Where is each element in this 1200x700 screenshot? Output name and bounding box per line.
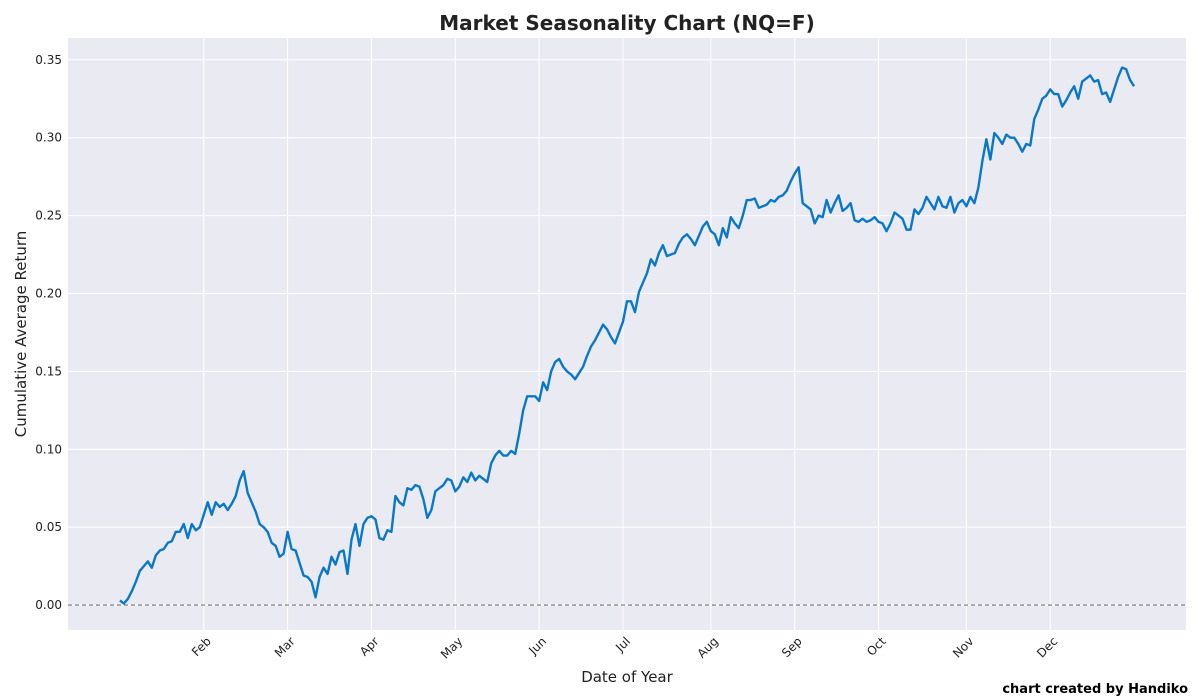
x-axis-label: Date of Year xyxy=(581,668,673,686)
x-tick-label: Jul xyxy=(612,634,633,655)
credit: chart created by Handiko xyxy=(1002,682,1188,697)
data-line xyxy=(119,66,1136,605)
x-tick-label: Sep xyxy=(779,634,805,660)
x-tick-label: May xyxy=(438,634,465,661)
y-tick-label: 0.00 xyxy=(35,598,62,612)
x-tick-label: Feb xyxy=(189,634,214,659)
x-tick-label: Oct xyxy=(864,634,889,659)
x-tick-label: Aug xyxy=(694,634,720,660)
x-tick-label: Nov xyxy=(950,634,976,660)
y-axis-label: Cumulative Average Return xyxy=(12,231,30,438)
y-tick-label: 0.15 xyxy=(35,364,62,378)
x-tick-label: Mar xyxy=(272,634,298,660)
y-tick-label: 0.05 xyxy=(35,520,62,534)
chart-title: Market Seasonality Chart (NQ=F) xyxy=(439,11,814,35)
x-tick-label: Apr xyxy=(357,634,382,659)
x-tick-label: Jun xyxy=(525,634,549,658)
plot-area xyxy=(68,38,1186,630)
y-tick-label: 0.35 xyxy=(35,53,62,67)
y-tick-label: 0.25 xyxy=(35,209,62,223)
y-tick-label: 0.30 xyxy=(35,131,62,145)
y-tick-label: 0.10 xyxy=(35,442,62,456)
y-tick-label: 0.20 xyxy=(35,286,62,300)
x-tick-label: Dec xyxy=(1034,634,1060,660)
